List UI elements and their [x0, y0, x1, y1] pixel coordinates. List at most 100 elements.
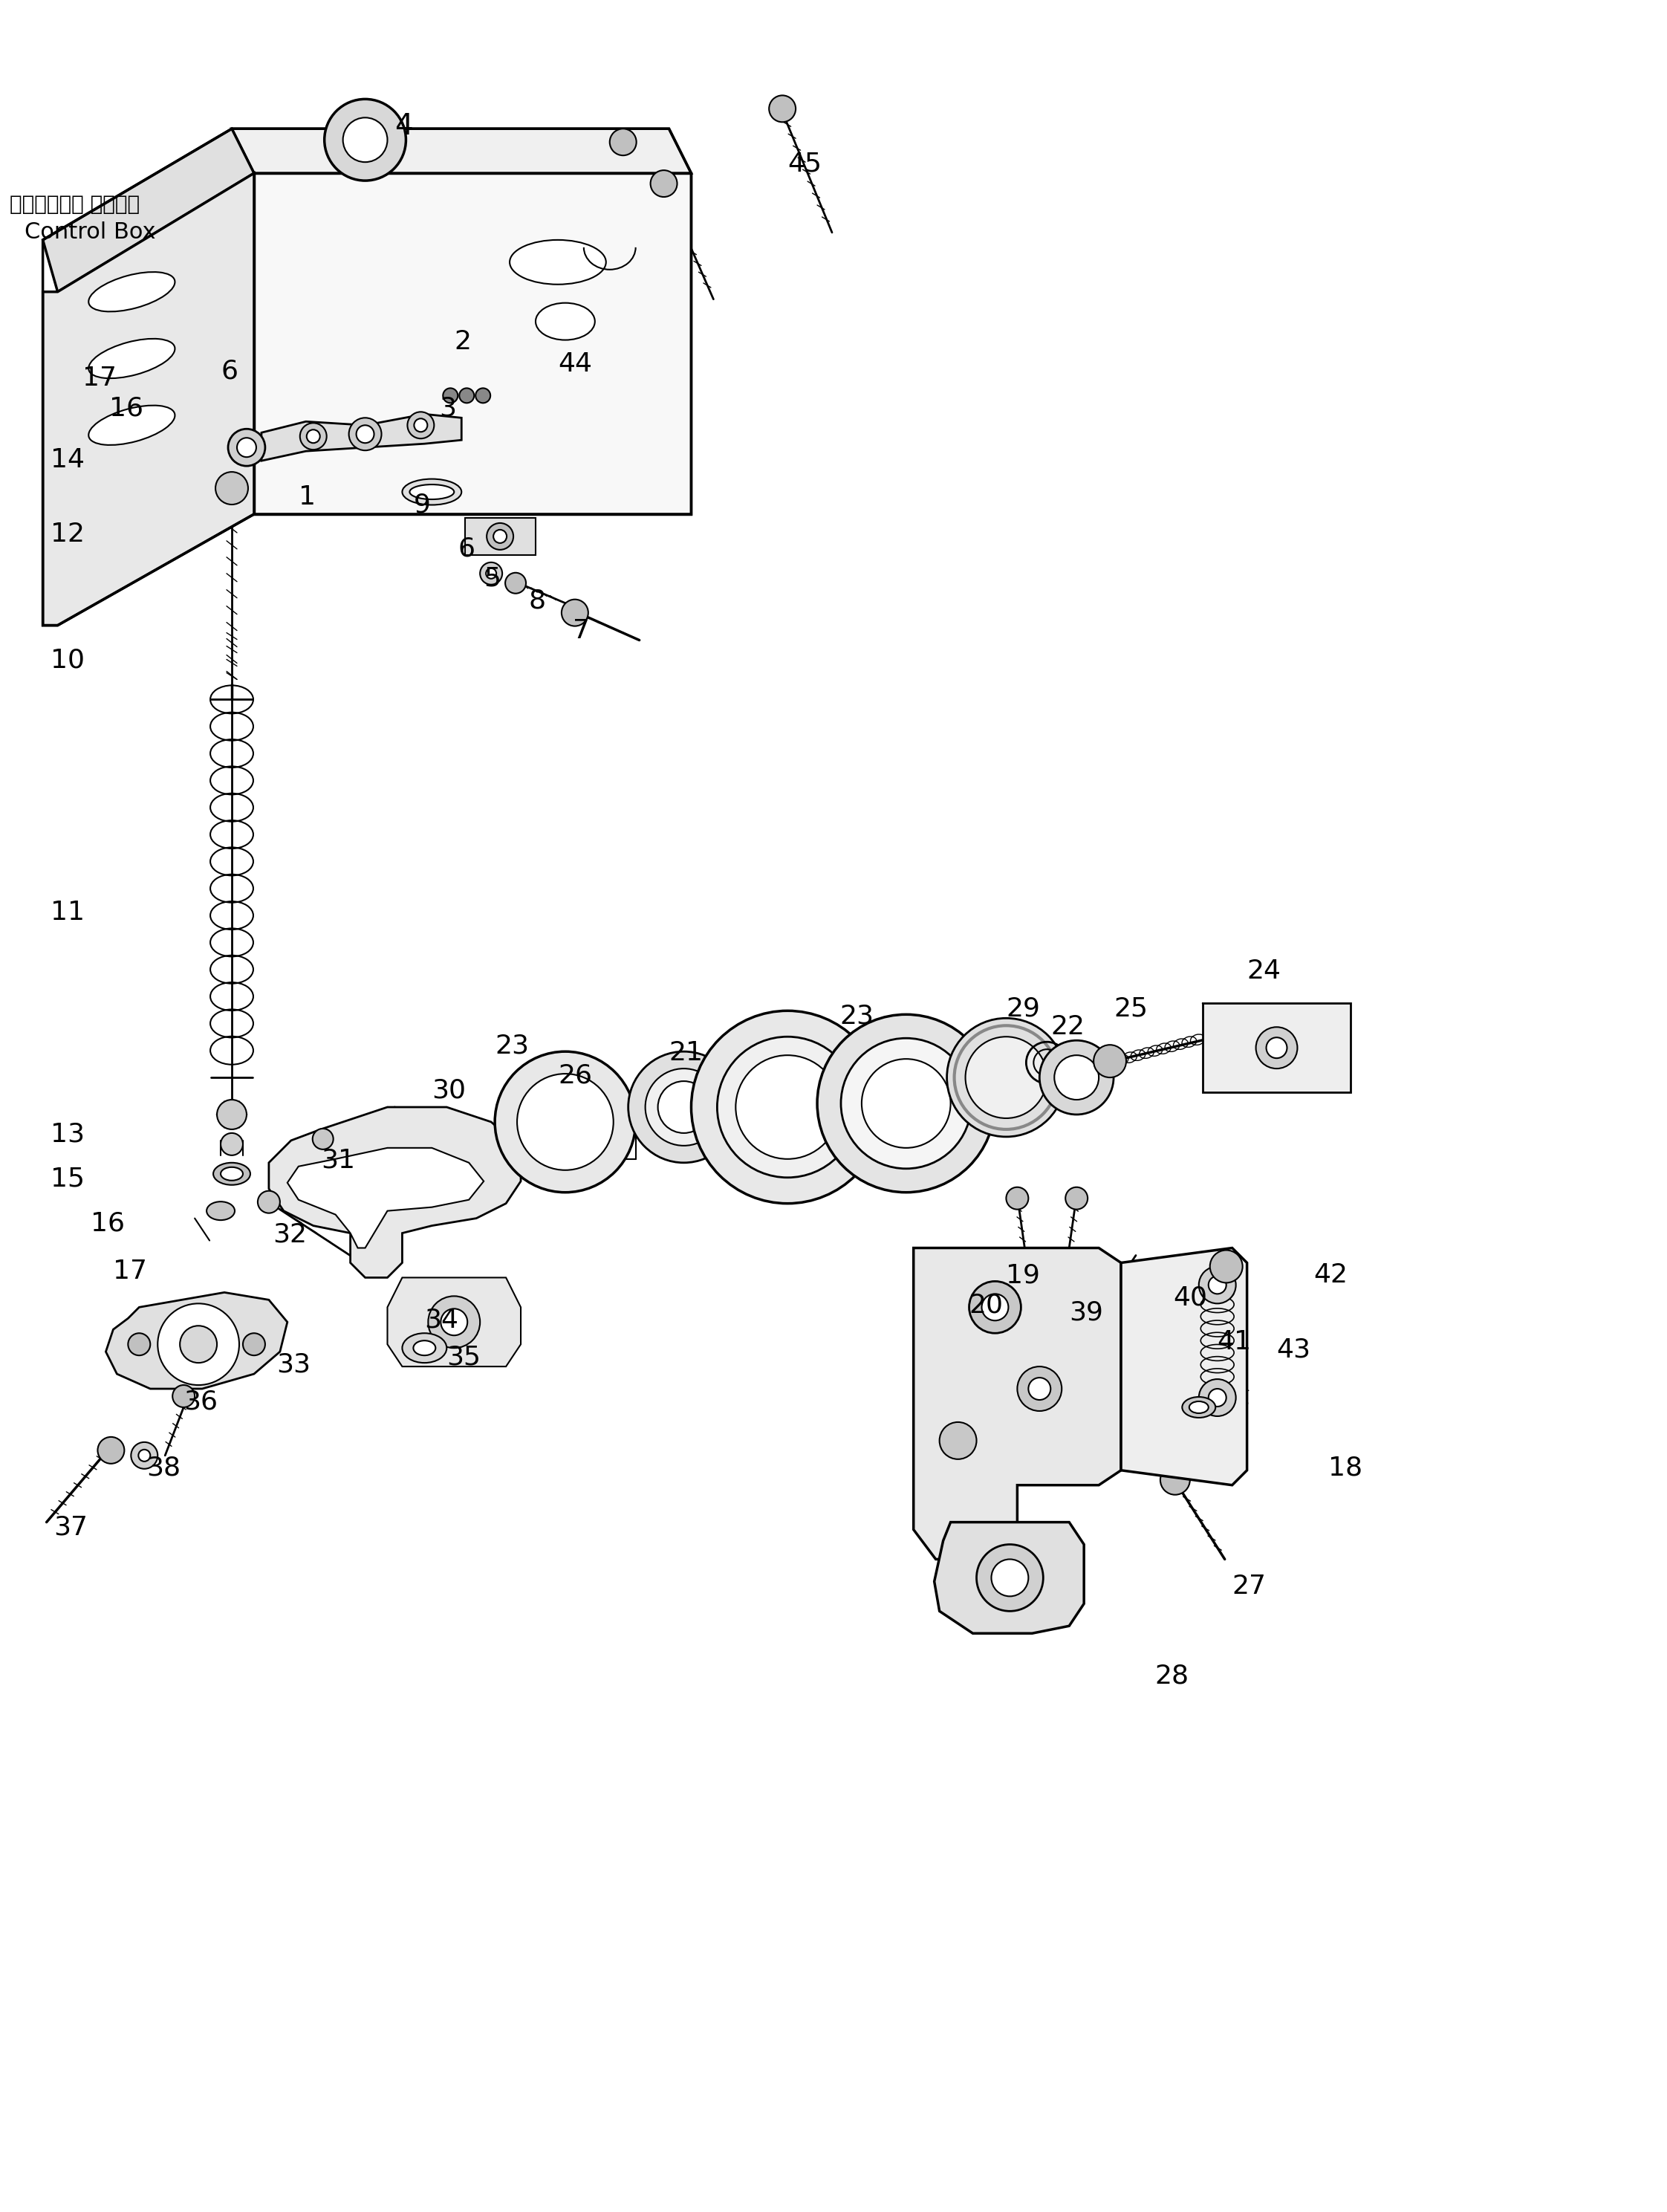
- Text: 40: 40: [1174, 1285, 1207, 1310]
- Polygon shape: [105, 1292, 287, 1389]
- Polygon shape: [914, 1248, 1120, 1559]
- Polygon shape: [934, 1522, 1084, 1632]
- Circle shape: [243, 1334, 265, 1356]
- Text: 8: 8: [528, 588, 545, 613]
- Ellipse shape: [510, 239, 607, 285]
- Circle shape: [325, 100, 407, 181]
- Circle shape: [357, 425, 373, 442]
- Ellipse shape: [402, 1334, 447, 1363]
- Circle shape: [650, 170, 677, 197]
- Circle shape: [480, 562, 502, 584]
- Circle shape: [348, 418, 382, 451]
- Circle shape: [132, 1442, 158, 1469]
- Text: 17: 17: [113, 1259, 147, 1285]
- Polygon shape: [268, 1108, 520, 1279]
- Circle shape: [407, 411, 433, 438]
- Text: 16: 16: [110, 396, 143, 420]
- Text: 30: 30: [432, 1077, 467, 1104]
- Circle shape: [768, 95, 795, 122]
- Circle shape: [1199, 1267, 1235, 1303]
- Circle shape: [628, 1051, 740, 1164]
- Circle shape: [237, 438, 257, 458]
- Circle shape: [1029, 1378, 1050, 1400]
- Circle shape: [1040, 1040, 1114, 1115]
- Text: 5: 5: [483, 566, 500, 591]
- Circle shape: [1017, 1367, 1062, 1411]
- Polygon shape: [253, 173, 692, 513]
- Circle shape: [717, 1037, 859, 1177]
- Text: 43: 43: [1277, 1336, 1310, 1363]
- Text: 6: 6: [220, 358, 238, 383]
- Circle shape: [343, 117, 387, 161]
- Circle shape: [300, 422, 327, 449]
- Circle shape: [220, 1133, 243, 1155]
- Circle shape: [969, 1281, 1020, 1334]
- Text: 19: 19: [1007, 1263, 1040, 1287]
- Ellipse shape: [413, 1340, 435, 1356]
- Circle shape: [645, 1068, 722, 1146]
- Circle shape: [258, 1190, 280, 1212]
- Circle shape: [475, 387, 490, 403]
- Polygon shape: [262, 414, 462, 460]
- Circle shape: [487, 522, 513, 551]
- Polygon shape: [465, 518, 535, 555]
- Text: 22: 22: [1050, 1015, 1085, 1040]
- Circle shape: [1209, 1276, 1227, 1294]
- Text: 9: 9: [413, 491, 430, 518]
- Circle shape: [658, 1082, 710, 1133]
- Text: 35: 35: [447, 1345, 480, 1369]
- Circle shape: [940, 1422, 977, 1460]
- Text: コントロール ボックス: コントロール ボックス: [10, 195, 140, 215]
- Circle shape: [1007, 1188, 1029, 1210]
- Ellipse shape: [220, 1168, 243, 1181]
- Text: 44: 44: [558, 352, 592, 376]
- Circle shape: [493, 529, 507, 544]
- Circle shape: [428, 1296, 480, 1347]
- Text: 41: 41: [1217, 1329, 1252, 1354]
- Circle shape: [862, 1060, 950, 1148]
- Circle shape: [982, 1294, 1009, 1321]
- Text: 23: 23: [840, 1004, 874, 1029]
- Text: 31: 31: [320, 1148, 355, 1172]
- Ellipse shape: [88, 272, 175, 312]
- Ellipse shape: [213, 1164, 250, 1186]
- Circle shape: [1255, 1026, 1297, 1068]
- Text: 32: 32: [272, 1221, 307, 1248]
- Circle shape: [158, 1303, 238, 1385]
- Circle shape: [517, 1073, 613, 1170]
- Circle shape: [505, 573, 527, 593]
- Ellipse shape: [410, 484, 453, 500]
- Text: 13: 13: [50, 1121, 85, 1148]
- Text: 14: 14: [50, 447, 85, 473]
- Circle shape: [172, 1385, 195, 1407]
- Polygon shape: [1120, 1248, 1247, 1484]
- Circle shape: [180, 1325, 217, 1363]
- Circle shape: [138, 1449, 150, 1462]
- Circle shape: [413, 418, 427, 431]
- Text: Control Box: Control Box: [25, 221, 155, 243]
- Text: 17: 17: [82, 365, 117, 392]
- Ellipse shape: [1182, 1398, 1215, 1418]
- Text: 34: 34: [425, 1307, 458, 1332]
- Polygon shape: [43, 128, 253, 292]
- Text: 45: 45: [787, 150, 822, 177]
- Circle shape: [1209, 1389, 1227, 1407]
- Circle shape: [1160, 1464, 1190, 1495]
- Polygon shape: [43, 173, 253, 626]
- Circle shape: [735, 1055, 840, 1159]
- Circle shape: [1054, 1055, 1099, 1099]
- Text: 11: 11: [50, 900, 85, 925]
- Circle shape: [1094, 1044, 1127, 1077]
- Circle shape: [98, 1438, 125, 1464]
- Text: 23: 23: [495, 1033, 528, 1057]
- Text: 38: 38: [147, 1455, 180, 1480]
- Ellipse shape: [535, 303, 595, 341]
- Text: 28: 28: [1154, 1663, 1189, 1688]
- Text: 10: 10: [50, 648, 85, 672]
- Text: 33: 33: [277, 1352, 310, 1376]
- Text: 37: 37: [53, 1515, 88, 1540]
- Text: 26: 26: [558, 1062, 592, 1088]
- Circle shape: [947, 1018, 1065, 1137]
- Text: 21: 21: [668, 1040, 703, 1066]
- Text: 1: 1: [298, 484, 315, 509]
